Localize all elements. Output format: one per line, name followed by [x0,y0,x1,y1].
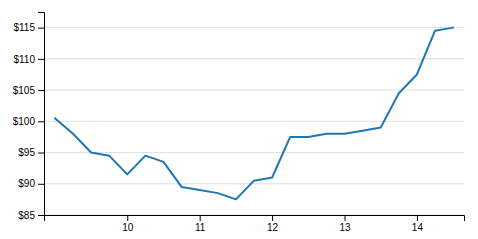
x-tick-mark [417,215,418,221]
grid-line [44,58,464,59]
grid [44,28,464,215]
x-tick-label: 12 [267,222,279,233]
y-tick: $85 [18,210,44,221]
y-tick: $105 [13,85,44,96]
x-tick: 14 [412,215,424,233]
marks [55,28,453,200]
y-tick-label: $95 [18,147,35,158]
grid-line [44,183,464,184]
y-tick: $100 [13,116,44,127]
y-tick-mark [38,90,44,91]
chart: 10 11 12 13 14 $85 $90 $95 $100 $105 $110 $115 [0,0,478,239]
grid-line [44,152,464,153]
y-tick-label: $90 [18,178,35,189]
x-axis-line [45,216,465,222]
y-tick-label: $110 [13,54,35,65]
x-tick: 13 [339,215,351,233]
y-tick-mark [38,184,44,185]
x-tick-mark [272,215,273,221]
line [55,28,453,200]
grid-line [44,121,464,122]
y-tick-label: $115 [13,22,35,33]
x-tick: 10 [122,215,134,233]
x-tick-mark [200,215,201,221]
y-tick-mark [38,59,44,60]
y-tick-label: $100 [13,116,36,127]
y-axis: $85 $90 $95 $100 $105 $110 $115 [13,13,45,221]
x-axis: 10 11 12 13 14 [45,215,465,233]
y-tick: $110 [13,54,44,65]
y-tick-mark [38,215,44,216]
y-tick: $115 [13,22,44,33]
x-tick-label: 14 [412,222,424,233]
y-tick-mark [38,153,44,154]
x-tick-label: 11 [195,222,206,233]
x-tick: 12 [267,215,279,233]
y-tick: $90 [18,178,44,189]
x-tick-label: 10 [122,222,134,233]
y-tick-label: $85 [18,210,35,221]
y-tick: $95 [18,147,44,158]
x-tick-label: 13 [339,222,351,233]
x-tick-mark [345,215,346,221]
y-axis-line [38,13,45,216]
y-tick-mark [38,121,44,122]
grid-line [44,27,464,28]
plot-area: 10 11 12 13 14 $85 $90 $95 $100 $105 $110 $115 [13,13,465,234]
x-tick: 11 [195,215,206,233]
y-tick-mark [38,28,44,29]
y-tick-label: $105 [13,85,36,96]
x-tick-mark [127,215,128,221]
